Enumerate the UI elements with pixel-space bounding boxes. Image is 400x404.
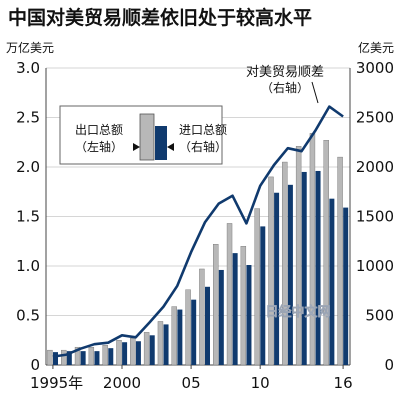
import-bar	[246, 265, 252, 365]
export-bar	[337, 156, 343, 366]
import-bar	[274, 192, 280, 365]
x-tick-label: 1995年	[30, 374, 83, 392]
left-tick-label: 1.5	[16, 208, 40, 226]
export-bar	[47, 349, 53, 366]
x-tick-label: 10	[251, 374, 270, 392]
x-axis: 1995年 2000 05 10 16	[30, 365, 353, 392]
import-bar	[205, 286, 210, 365]
left-tick-label: 2.0	[16, 158, 40, 176]
import-bar	[218, 269, 224, 365]
legend-export-pointer	[133, 143, 140, 151]
right-axis-ticks: 0 500 1000 1500 2000 2500 3000	[356, 59, 394, 374]
left-tick-label: 2.5	[16, 109, 40, 127]
legend-import-label: 进口总额	[179, 123, 227, 137]
export-bar	[116, 340, 122, 366]
export-bar	[88, 346, 95, 366]
legend-import-pointer	[167, 143, 174, 151]
left-tick-label: 0.5	[16, 307, 40, 325]
right-axis-unit: 亿美元	[358, 40, 394, 55]
watermark-text: 日经中文网	[265, 304, 330, 320]
left-tick-label: 0	[30, 356, 40, 374]
import-bar	[163, 324, 169, 365]
surplus-annotation: 对美贸易顺差 （右轴）	[246, 65, 324, 104]
export-bar	[157, 321, 164, 366]
legend-export-axis: （左轴）	[75, 139, 123, 154]
right-tick-label: 2500	[356, 109, 394, 127]
export-bar	[102, 345, 108, 366]
export-bar	[309, 133, 316, 366]
import-bar	[122, 342, 128, 365]
right-tick-label: 0	[384, 356, 394, 374]
export-bar	[143, 332, 150, 366]
import-bar	[149, 335, 155, 365]
x-tick-label: 05	[182, 374, 201, 392]
export-bar	[268, 176, 274, 366]
legend-import-axis: （右轴）	[179, 139, 227, 154]
x-tick-label: 2000	[103, 374, 141, 392]
left-tick-label: 3.0	[16, 59, 40, 77]
import-bar	[191, 299, 197, 365]
export-bar	[171, 306, 177, 366]
export-bar	[199, 268, 205, 366]
export-bar	[61, 349, 67, 366]
export-bar	[74, 346, 81, 366]
left-tick-label: 1.0	[16, 257, 40, 275]
import-bar	[301, 171, 307, 365]
export-bar	[254, 208, 260, 366]
surplus-line	[52, 105, 344, 358]
right-tick-label: 3000	[356, 59, 394, 77]
legend-export-label: 出口总额	[75, 123, 123, 137]
legend-import-swatch	[155, 126, 167, 160]
import-bar	[329, 198, 335, 365]
import-bar	[343, 207, 349, 365]
import-bar	[108, 348, 114, 365]
left-axis-unit: 万亿美元	[6, 40, 54, 55]
x-tick-label: 16	[334, 374, 353, 392]
import-bar	[80, 351, 86, 365]
chart-title: 中国对美贸易顺差依旧处于较高水平	[8, 6, 312, 29]
import-bar	[177, 309, 183, 365]
import-bar	[260, 226, 266, 365]
right-tick-label: 500	[365, 307, 394, 325]
right-tick-label: 1000	[356, 257, 394, 275]
right-tick-label: 1500	[356, 208, 394, 226]
export-bar	[323, 140, 329, 366]
import-bar	[315, 170, 321, 365]
export-bar	[240, 245, 247, 366]
import-bar	[53, 352, 58, 365]
left-axis-ticks: 0 0.5 1.0 1.5 2.0 2.5 3.0	[16, 59, 40, 374]
export-bar	[226, 223, 233, 366]
surplus-line-series	[52, 105, 344, 358]
legend-export-swatch	[139, 113, 155, 161]
import-bar	[232, 253, 238, 365]
export-bar	[282, 161, 288, 366]
surplus-annotation-leader	[311, 81, 319, 104]
import-bar	[135, 341, 141, 365]
import-bar	[66, 351, 72, 365]
export-bar	[130, 338, 136, 366]
legend: 出口总额 （左轴） 进口总额 （右轴）	[59, 105, 227, 165]
surplus-annotation-axis: （右轴）	[261, 80, 309, 95]
import-bar	[287, 184, 293, 365]
export-bar	[295, 146, 302, 366]
right-tick-label: 2000	[356, 158, 394, 176]
import-bar	[94, 351, 100, 365]
export-bar	[213, 244, 219, 366]
export-bar	[185, 289, 191, 366]
surplus-annotation-title: 对美贸易顺差	[246, 65, 324, 80]
bar-series	[47, 133, 349, 366]
